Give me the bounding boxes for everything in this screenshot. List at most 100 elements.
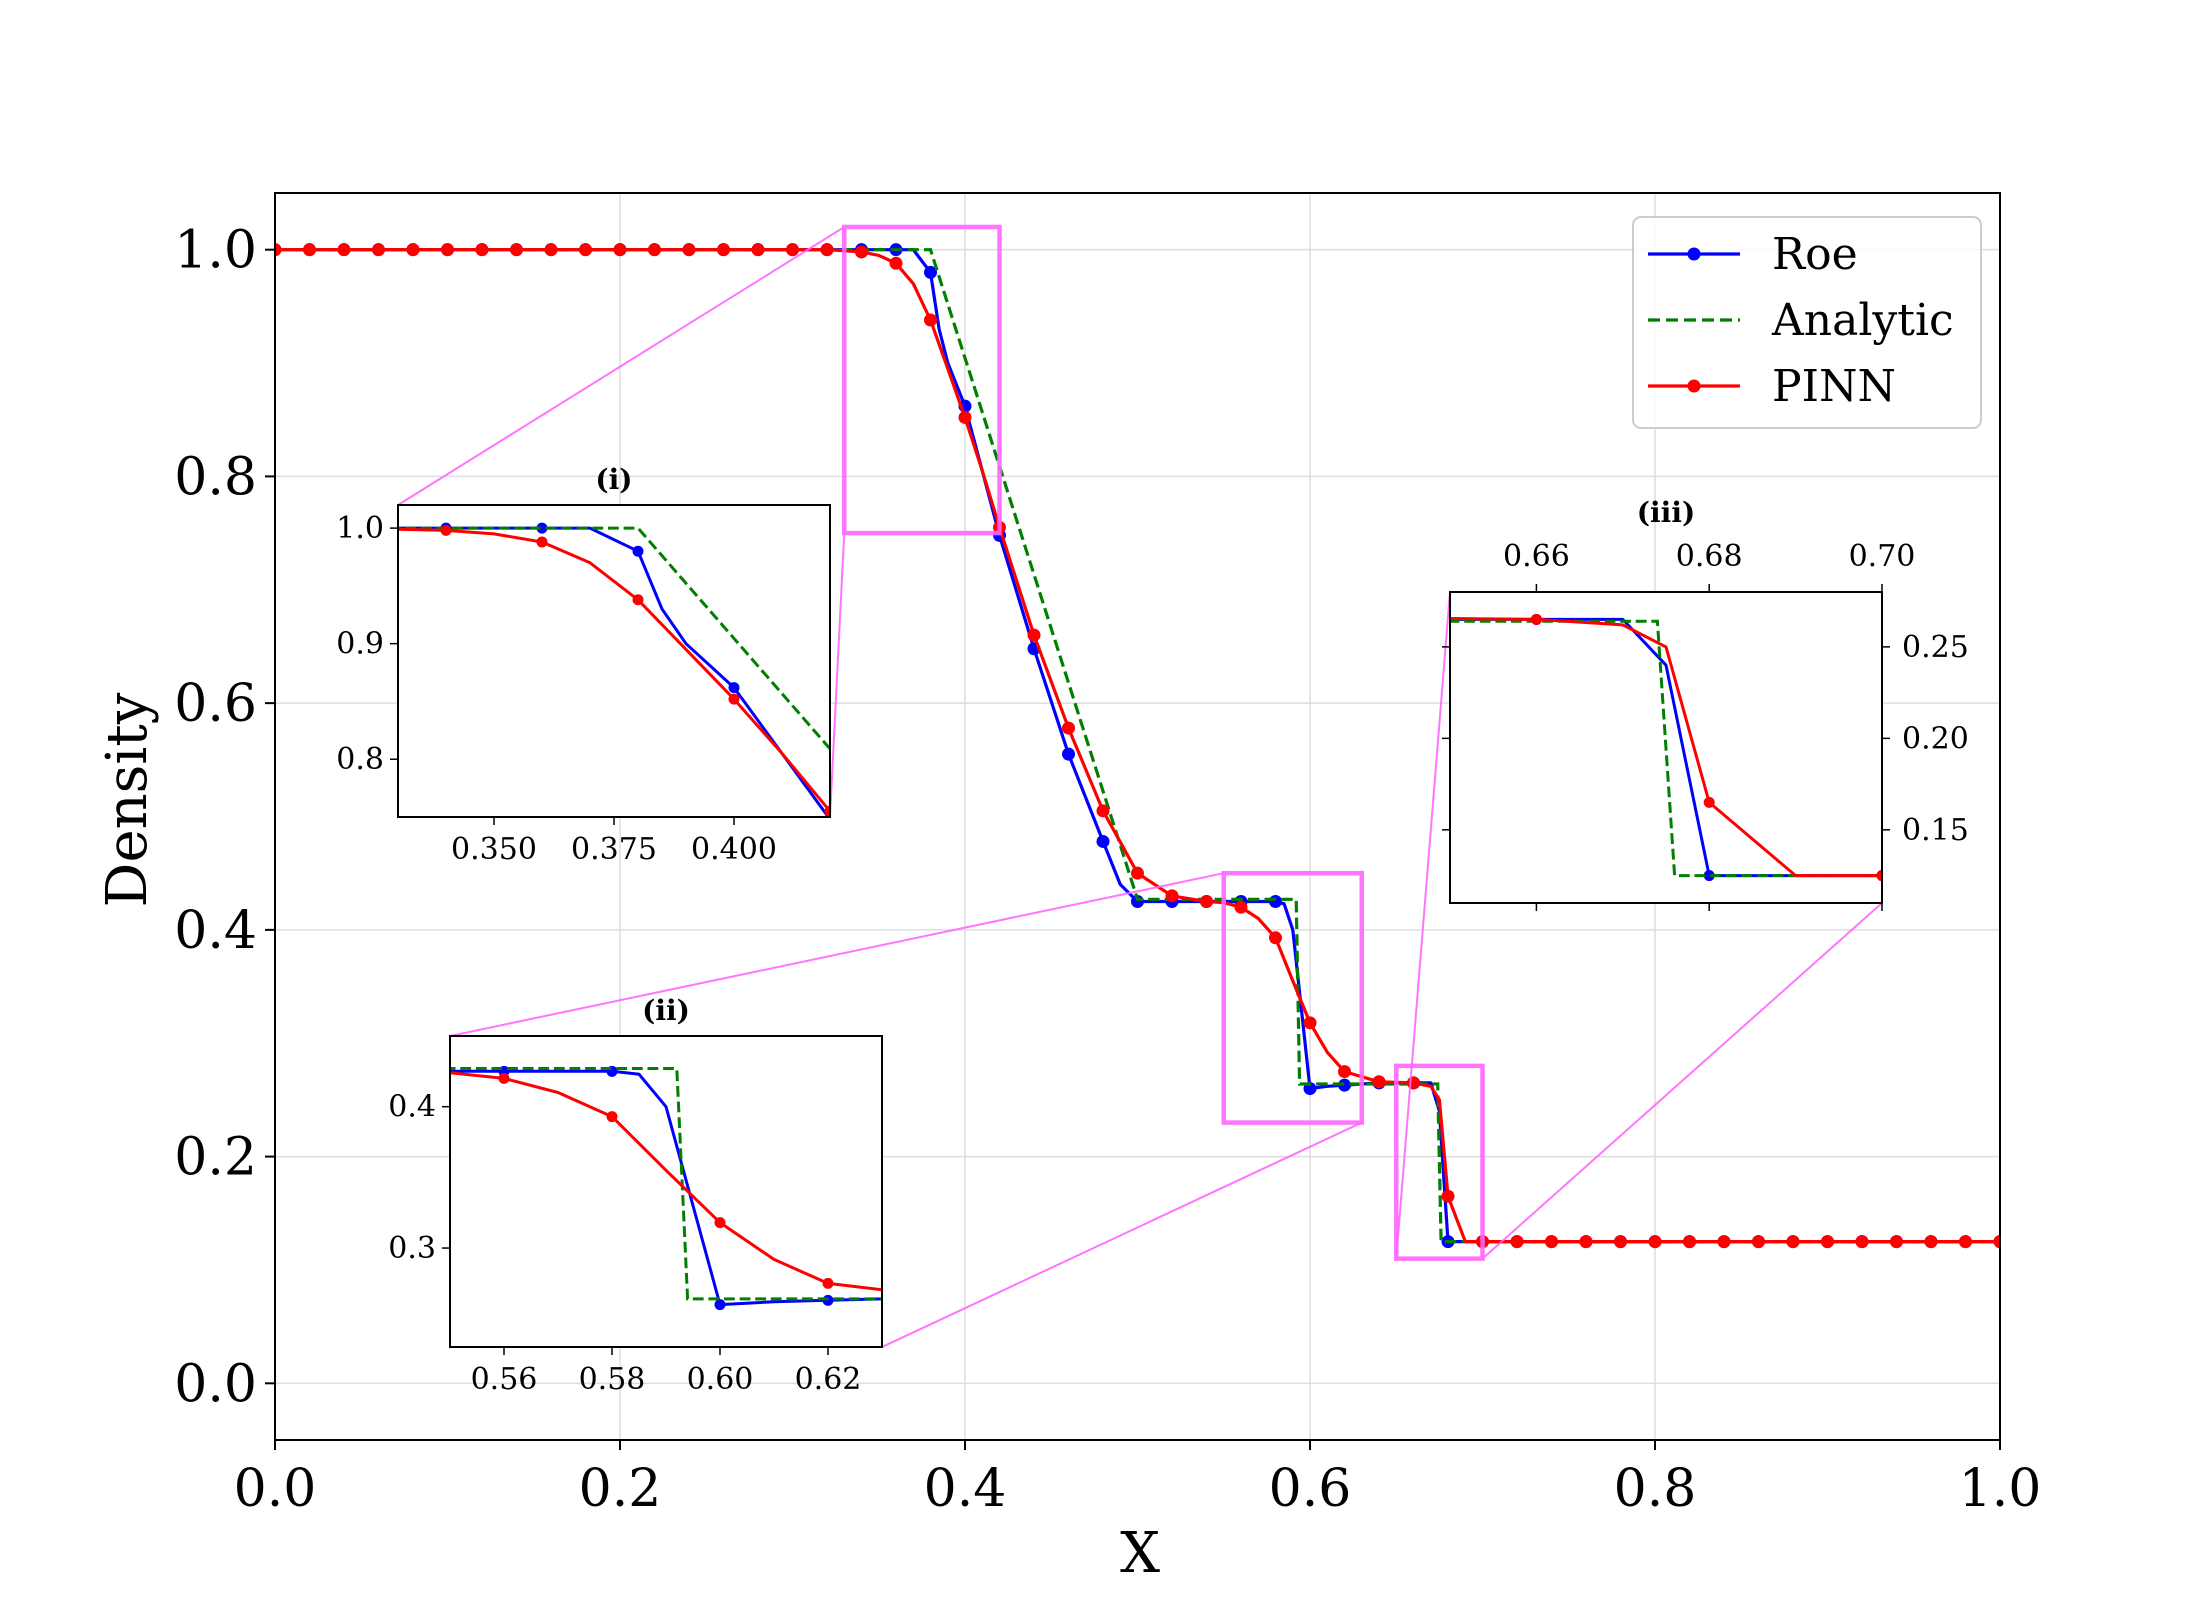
x-tick-label: 0.0	[234, 1459, 317, 1519]
roe-marker	[1703, 870, 1715, 882]
pinn-marker	[786, 243, 799, 257]
x-tick-label: 0.6	[1269, 1459, 1352, 1519]
pinn-marker	[1614, 1235, 1627, 1249]
legend-analytic-label: Analytic	[1771, 295, 1954, 346]
inset-x-tick-label: 0.66	[1503, 539, 1570, 574]
pinn-marker	[1876, 870, 1882, 882]
pinn-marker	[1062, 721, 1075, 735]
inset-y-tick-label: 0.25	[1902, 630, 1969, 665]
pinn-marker	[1441, 1189, 1455, 1203]
zoom-connectors	[397, 224, 1883, 1348]
x-tick-label: 0.8	[1614, 1459, 1697, 1519]
inset-y-tick-label: 0.4	[388, 1090, 436, 1125]
roe-marker	[714, 1299, 726, 1311]
inset-y-tick-label: 0.9	[336, 627, 384, 662]
pinn-marker	[1924, 1235, 1938, 1249]
roe-marker	[924, 265, 937, 279]
pinn-marker	[1200, 895, 1213, 909]
zoom-rect-2	[1221, 870, 1364, 1125]
inset-2: 0.56 0.58 0.60 0.62 0.3 0.4 (ii)	[388, 994, 883, 1397]
inset-3: 0.66 0.68 0.70 0.15 0.20 0.25 (iii)	[1442, 496, 1969, 911]
pinn-marker	[498, 1072, 510, 1084]
roe-marker	[1338, 1078, 1351, 1092]
pinn-marker	[1530, 613, 1542, 625]
inset-series	[450, 1065, 882, 1311]
y-tick-label: 0.4	[174, 901, 257, 961]
y-tick-label: 0.0	[174, 1354, 257, 1414]
x-tick-label: 0.4	[924, 1459, 1007, 1519]
main-series-layer	[275, 243, 2000, 1249]
pinn-marker	[1579, 1235, 1593, 1249]
legend-roe-label: Roe	[1772, 229, 1858, 280]
x-tick-label: 0.2	[579, 1459, 662, 1519]
pinn-marker	[1786, 1235, 1800, 1249]
pinn-marker	[1959, 1235, 1972, 1249]
inset-series	[1450, 613, 1882, 882]
pinn-marker	[372, 243, 385, 257]
inset-title: (ii)	[642, 994, 690, 1027]
inset-x-tick-label: 0.62	[795, 1362, 862, 1397]
inset-frame	[449, 1035, 883, 1348]
pinn-marker	[1752, 1235, 1765, 1249]
x-tick-label: 1.0	[1959, 1459, 2042, 1519]
y-tick-label: 0.2	[174, 1128, 257, 1188]
pinn-marker	[510, 243, 523, 257]
pinn-marker	[337, 243, 351, 257]
roe-marker	[1269, 895, 1282, 909]
pinn-marker	[1096, 804, 1110, 818]
pinn-marker	[728, 693, 740, 705]
pinn-marker	[1510, 1235, 1524, 1249]
zoom-connector-line	[449, 872, 1224, 1037]
pinn-marker	[824, 805, 830, 817]
pinn-marker	[1027, 628, 1041, 642]
pinn-marker	[579, 243, 592, 257]
pinn-marker	[820, 243, 834, 257]
pinn-marker	[822, 1277, 834, 1289]
pinn-marker	[536, 536, 548, 548]
pinn-marker	[682, 243, 696, 257]
zoom-connector-line	[1395, 591, 1451, 1259]
inset-title: (iii)	[1637, 496, 1695, 529]
analytic-line	[1450, 619, 1882, 878]
pinn-marker	[1545, 1235, 1558, 1249]
y-tick-label: 0.8	[174, 447, 257, 507]
inset-background	[450, 1036, 882, 1347]
inset-y-tick-label: 1.0	[336, 511, 384, 546]
pinn-marker	[855, 245, 868, 259]
roe-marker	[1096, 834, 1110, 848]
inset-x-tick-label: 0.70	[1849, 539, 1916, 574]
pinn-marker	[751, 243, 765, 257]
pinn-marker	[303, 243, 316, 257]
plot-frame	[274, 192, 2001, 1441]
roe-marker	[1062, 747, 1075, 761]
pinn-marker	[1683, 1235, 1696, 1249]
inset-x-tick-label: 0.68	[1676, 539, 1743, 574]
legend: Roe Analytic PINN	[1632, 216, 1982, 429]
y-tick-label: 0.6	[174, 674, 257, 734]
legend-pinn-marker	[1687, 379, 1701, 393]
inset-series	[398, 522, 830, 817]
zoom-rect-1	[842, 224, 1002, 536]
inset-y-tick-label: 0.3	[388, 1231, 436, 1266]
y-axis-label: Density	[95, 692, 160, 907]
pinn-marker	[889, 256, 903, 270]
pinn-marker	[717, 243, 730, 257]
pinn-marker	[1372, 1075, 1386, 1089]
legend-items: Roe Analytic PINN	[1648, 229, 1954, 412]
y-tick-label: 1.0	[174, 221, 257, 281]
pinn-marker	[924, 313, 937, 327]
pinn-marker	[606, 1111, 618, 1123]
zoom-connector-line	[881, 1121, 1363, 1348]
inset-y-tick-label: 0.8	[336, 742, 384, 777]
inset-title: (i)	[595, 463, 632, 496]
pinn-marker	[1407, 1076, 1420, 1090]
roe-marker	[632, 545, 644, 557]
roe-marker	[536, 522, 548, 534]
pinn-marker	[441, 243, 454, 257]
pinn-marker	[1234, 900, 1248, 914]
inset-x-tick-label: 0.60	[687, 1362, 754, 1397]
pinn-marker	[1269, 931, 1282, 945]
zoom-connector-line	[1481, 902, 1883, 1260]
inset-x-tick-label: 0.375	[571, 832, 657, 867]
